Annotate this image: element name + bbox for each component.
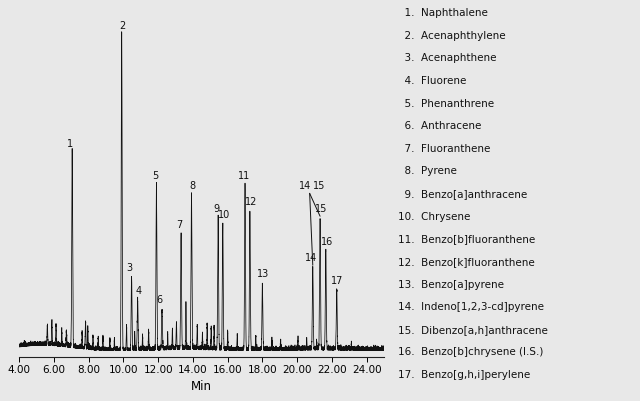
Text: 3: 3 [126,262,132,272]
Text: 7.  Fluoranthene: 7. Fluoranthene [398,144,491,154]
Text: 5: 5 [152,171,158,181]
Text: 13.  Benzo[a]pyrene: 13. Benzo[a]pyrene [398,279,504,289]
Text: 17.  Benzo[g,h,i]perylene: 17. Benzo[g,h,i]perylene [398,369,531,379]
Text: 17: 17 [332,275,344,285]
Text: 9.  Benzo[a]anthracene: 9. Benzo[a]anthracene [398,188,527,198]
Text: 11: 11 [237,171,250,181]
Text: 14: 14 [299,180,311,190]
Text: 9: 9 [214,203,220,213]
Text: 2: 2 [120,21,125,31]
Text: 12: 12 [244,197,257,207]
Text: 14: 14 [305,252,317,262]
Text: 5.  Phenanthrene: 5. Phenanthrene [398,98,495,108]
Text: 3.  Acenaphthene: 3. Acenaphthene [398,53,497,63]
Text: 14.  Indeno[1,2,3-cd]pyrene: 14. Indeno[1,2,3-cd]pyrene [398,302,545,312]
Text: 12.  Benzo[k]fluoranthene: 12. Benzo[k]fluoranthene [398,256,535,266]
Text: 2.  Acenaphthylene: 2. Acenaphthylene [398,30,506,41]
Text: 8: 8 [189,180,195,190]
Text: 15: 15 [315,203,327,213]
Text: 10: 10 [218,210,230,220]
Text: 15.  Dibenzo[a,h]anthracene: 15. Dibenzo[a,h]anthracene [398,324,548,334]
Text: 1: 1 [67,138,73,148]
Text: 1.  Naphthalene: 1. Naphthalene [398,8,488,18]
Text: 7: 7 [177,220,183,230]
Text: 15: 15 [313,180,325,190]
Text: 11.  Benzo[b]fluoranthene: 11. Benzo[b]fluoranthene [398,234,536,244]
X-axis label: Min: Min [191,379,212,392]
Text: 16: 16 [321,236,333,246]
Text: 6.  Anthracene: 6. Anthracene [398,121,482,131]
Text: 16.  Benzo[b]chrysene (I.S.): 16. Benzo[b]chrysene (I.S.) [398,346,544,356]
Text: 8.  Pyrene: 8. Pyrene [398,166,457,176]
Text: 4: 4 [136,285,141,295]
Text: 13: 13 [257,269,269,279]
Text: 4.  Fluorene: 4. Fluorene [398,76,467,86]
Text: 10.  Chrysene: 10. Chrysene [398,211,471,221]
Text: 6: 6 [157,295,163,305]
